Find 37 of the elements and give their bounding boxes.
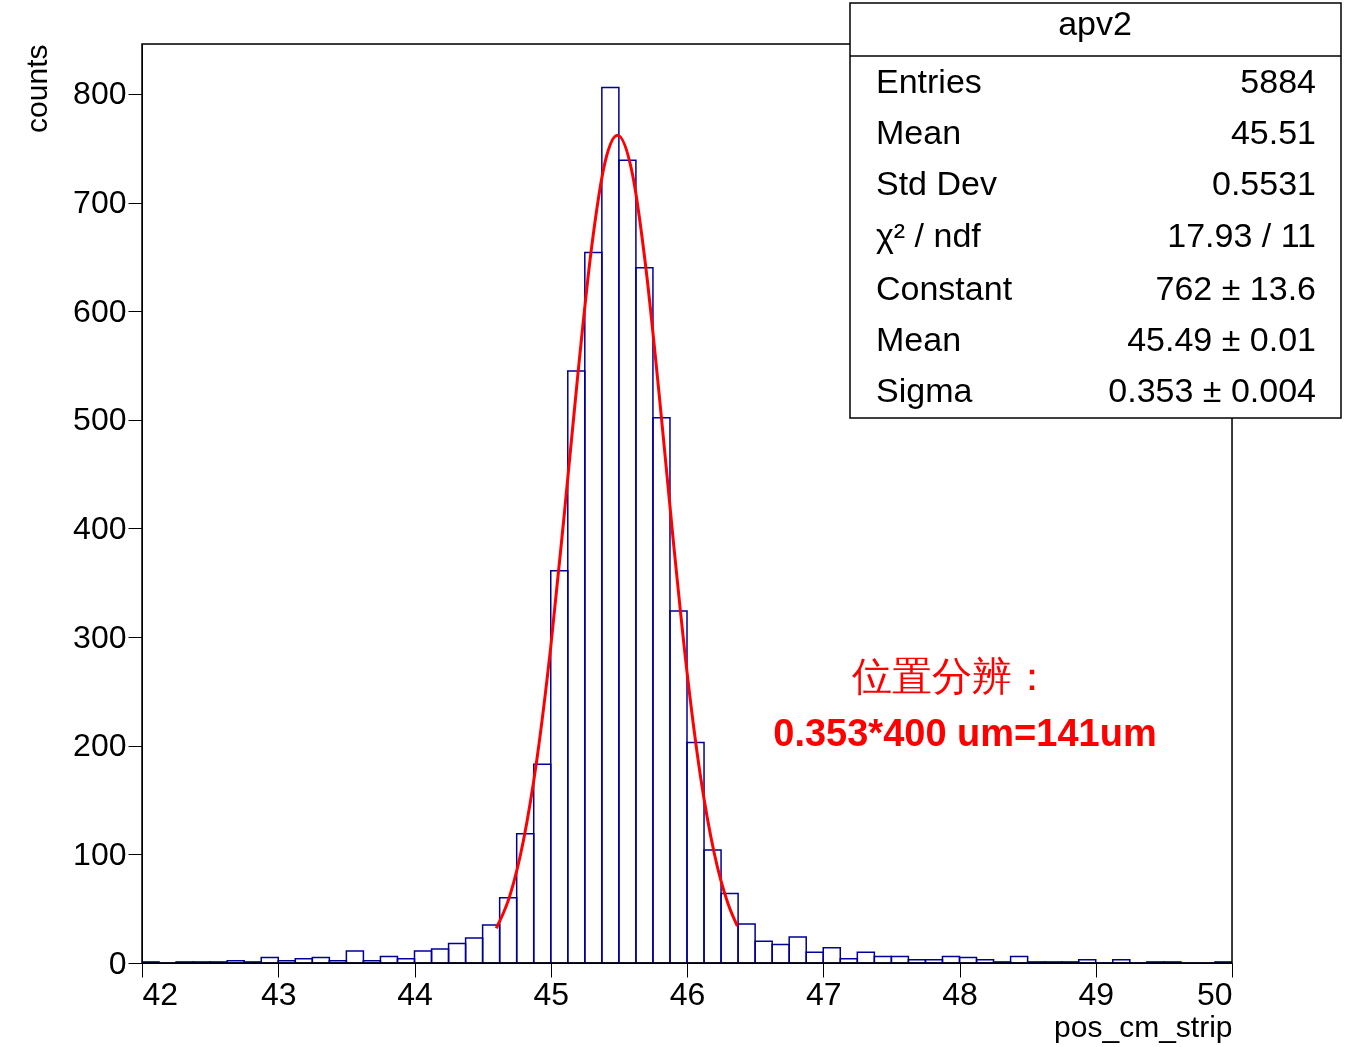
y-tick-label: 300 (73, 618, 127, 655)
annotation: χ² / ndf (876, 216, 982, 254)
y-tick-label: 0 (108, 944, 127, 981)
y-tick-label: 800 (73, 75, 127, 112)
annotation: 0.353*400 um=141um (773, 712, 1157, 754)
y-tick-label: 700 (73, 184, 127, 221)
x-tick-label: 46 (669, 975, 706, 1012)
x-tick-label: 47 (805, 975, 842, 1012)
x-tick-label: 42 (142, 975, 179, 1012)
annotation: Std Dev (876, 164, 997, 202)
y-tick-label: 500 (73, 401, 127, 438)
annotation: Mean (876, 113, 962, 151)
annotation: Sigma (876, 371, 973, 409)
y-tick-label: 400 (73, 509, 127, 546)
annotation: 45.49 ± 0.01 (1127, 320, 1316, 358)
annotation: 45.51 (1230, 113, 1316, 151)
y-axis-title: counts (20, 44, 54, 133)
x-tick-label: 48 (942, 975, 978, 1012)
annotation: Entries (876, 62, 982, 100)
x-tick-label: 49 (1078, 975, 1115, 1012)
annotation: 0.5531 (1212, 164, 1316, 202)
x-tick-label: 50 (1196, 975, 1233, 1012)
y-tick-label: 100 (73, 835, 127, 872)
x-tick-label: 43 (260, 975, 297, 1012)
annotation: 17.93 / 11 (1167, 216, 1316, 254)
annotation: 762 ± 13.6 (1155, 269, 1316, 307)
chart-title: apv2 (1058, 4, 1132, 42)
y-tick-label: 200 (73, 727, 127, 764)
text: 5884 (1240, 62, 1316, 100)
x-tick-label: 45 (533, 975, 570, 1012)
x-axis-title: pos_cm_strip (1054, 1009, 1233, 1043)
annotation: 位置分辨： (852, 654, 1052, 698)
annotation: Constant (876, 269, 1013, 307)
annotation: 0.353 ± 0.004 (1108, 371, 1316, 409)
y-tick-label: 600 (73, 292, 127, 329)
annotation: Mean (876, 320, 962, 358)
x-tick-label: 44 (397, 975, 433, 1012)
